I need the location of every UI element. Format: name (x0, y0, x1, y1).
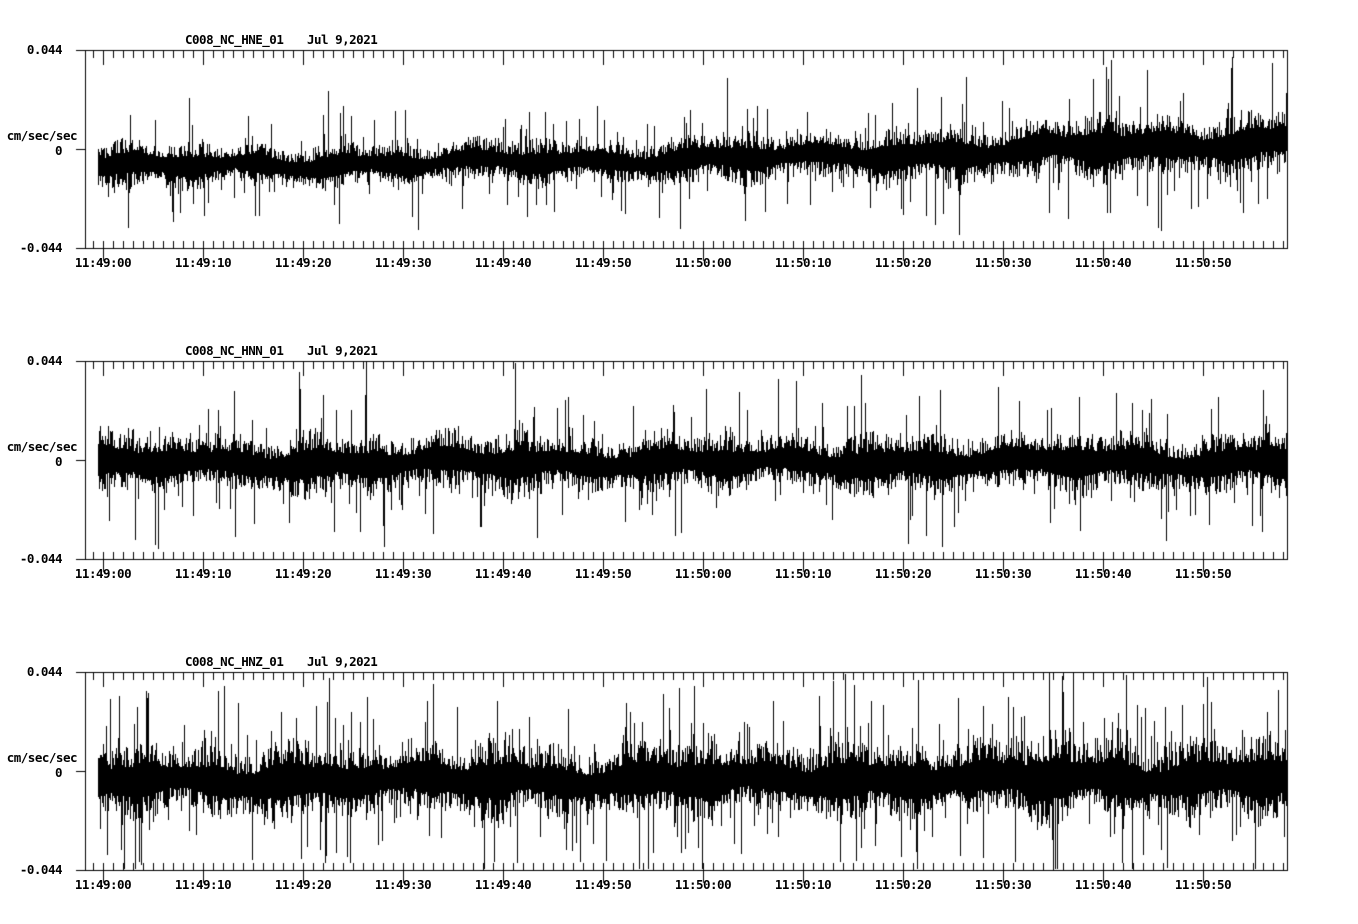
y-tick-label-zero: 0 (54, 143, 63, 158)
x-tick-label: 11:50:00 (674, 566, 732, 581)
x-tick-label: 11:49:40 (474, 255, 532, 270)
x-tick-label: 11:50:30 (974, 566, 1032, 581)
x-tick-label: 11:49:00 (74, 877, 132, 892)
x-tick-label: 11:49:20 (274, 566, 332, 581)
x-tick-label: 11:49:50 (574, 255, 632, 270)
x-tick-label: 11:50:10 (774, 877, 832, 892)
y-tick-label-zero: 0 (54, 454, 63, 469)
panel-title-date: Jul 9,2021 (307, 32, 378, 47)
x-tick-label: 11:50:40 (1074, 877, 1132, 892)
x-tick-label: 11:49:10 (174, 566, 232, 581)
x-tick-label: 11:50:40 (1074, 255, 1132, 270)
x-tick-label: 11:50:40 (1074, 566, 1132, 581)
x-tick-label: 11:50:00 (674, 877, 732, 892)
x-tick-label: 11:49:00 (74, 255, 132, 270)
y-tick-label-bottom: -0.044 (19, 240, 63, 255)
x-tick-label: 11:49:20 (274, 877, 332, 892)
x-tick-label: 11:49:30 (374, 566, 432, 581)
y-tick-label-zero: 0 (54, 765, 63, 780)
x-tick-label: 11:50:10 (774, 255, 832, 270)
panel-title-date: Jul 9,2021 (307, 654, 378, 669)
x-tick-label: 11:50:20 (874, 255, 932, 270)
x-tick-label: 11:50:20 (874, 566, 932, 581)
panel-title-station: C008_NC_HNE_01 (185, 32, 284, 47)
x-tick-label: 11:49:10 (174, 255, 232, 270)
x-tick-label: 11:50:20 (874, 877, 932, 892)
y-tick-label-bottom: -0.044 (19, 862, 63, 877)
panel-title-date: Jul 9,2021 (307, 343, 378, 358)
y-tick-label-bottom: -0.044 (19, 551, 63, 566)
x-tick-label: 11:50:30 (974, 255, 1032, 270)
x-tick-label: 11:49:50 (574, 566, 632, 581)
x-tick-label: 11:50:00 (674, 255, 732, 270)
x-tick-label: 11:49:40 (474, 877, 532, 892)
x-tick-label: 11:49:50 (574, 877, 632, 892)
x-tick-label: 11:49:10 (174, 877, 232, 892)
x-tick-label: 11:50:10 (774, 566, 832, 581)
x-tick-label: 11:50:30 (974, 877, 1032, 892)
x-tick-label: 11:50:50 (1174, 877, 1232, 892)
y-axis-units-label: cm/sec/sec (6, 750, 78, 765)
x-tick-label: 11:49:40 (474, 566, 532, 581)
y-axis-units-label: cm/sec/sec (6, 439, 78, 454)
x-tick-label: 11:50:50 (1174, 566, 1232, 581)
panel-title-station: C008_NC_HNN_01 (185, 343, 284, 358)
panel-title-station: C008_NC_HNZ_01 (185, 654, 284, 669)
y-tick-label-top: 0.044 (26, 42, 63, 57)
x-tick-label: 11:49:20 (274, 255, 332, 270)
y-axis-units-label: cm/sec/sec (6, 128, 78, 143)
y-tick-label-top: 0.044 (26, 664, 63, 679)
x-tick-label: 11:49:30 (374, 877, 432, 892)
y-tick-label-top: 0.044 (26, 353, 63, 368)
x-tick-label: 11:49:00 (74, 566, 132, 581)
x-tick-label: 11:50:50 (1174, 255, 1232, 270)
x-tick-label: 11:49:30 (374, 255, 432, 270)
